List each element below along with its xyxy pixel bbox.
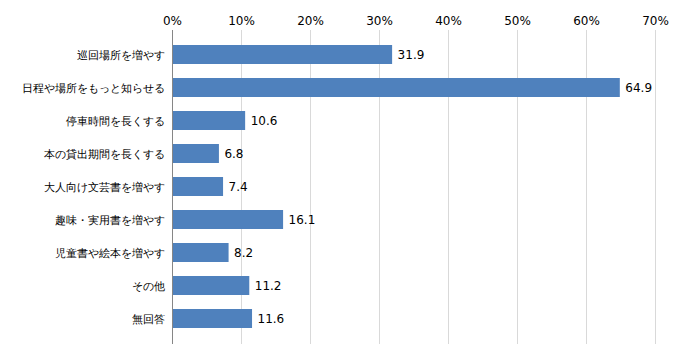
- svg-text:60%: 60%: [573, 14, 600, 28]
- svg-text:40%: 40%: [435, 14, 462, 28]
- svg-text:20%: 20%: [297, 14, 324, 28]
- svg-text:70%: 70%: [642, 14, 669, 28]
- svg-text:趣味・実用書を増やす: 趣味・実用書を増やす: [55, 214, 165, 227]
- svg-text:11.2: 11.2: [255, 279, 282, 293]
- svg-text:64.9: 64.9: [625, 81, 652, 95]
- svg-text:6.8: 6.8: [224, 147, 243, 161]
- svg-text:16.1: 16.1: [289, 213, 316, 227]
- svg-text:8.2: 8.2: [234, 246, 253, 260]
- svg-text:10.6: 10.6: [251, 114, 278, 128]
- svg-text:本の貸出期間を長くする: 本の貸出期間を長くする: [44, 148, 165, 161]
- svg-text:大人向け文芸書を増やす: 大人向け文芸書を増やす: [44, 181, 165, 194]
- svg-text:7.4: 7.4: [229, 180, 248, 194]
- svg-text:児童書や絵本を増やす: 児童書や絵本を増やす: [55, 247, 165, 260]
- svg-text:日程や場所をもっと知らせる: 日程や場所をもっと知らせる: [22, 82, 165, 95]
- svg-text:巡回場所を増やす: 巡回場所を増やす: [77, 49, 165, 62]
- svg-text:無回答: 無回答: [132, 313, 165, 326]
- svg-text:停車時間を長くする: 停車時間を長くする: [66, 115, 165, 128]
- svg-text:10%: 10%: [228, 14, 255, 28]
- svg-text:0%: 0%: [163, 14, 182, 28]
- svg-text:11.6: 11.6: [258, 312, 285, 326]
- svg-text:その他: その他: [132, 280, 165, 293]
- svg-text:30%: 30%: [366, 14, 393, 28]
- svg-text:50%: 50%: [504, 14, 531, 28]
- svg-text:31.9: 31.9: [398, 48, 425, 62]
